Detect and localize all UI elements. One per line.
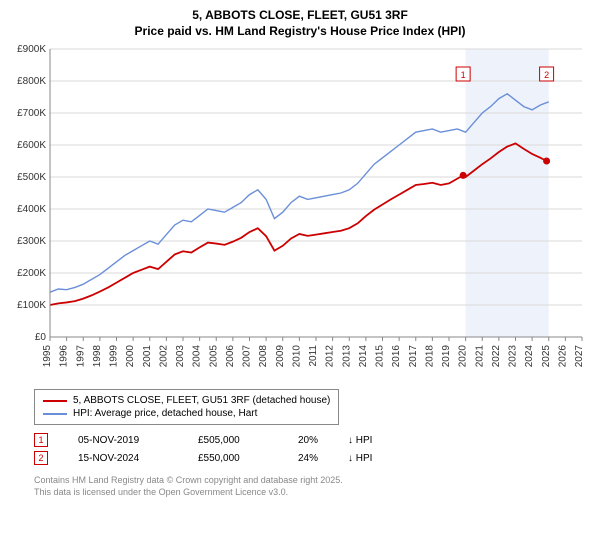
svg-text:2026: 2026	[557, 345, 568, 368]
legend-row: HPI: Average price, detached house, Hart	[43, 407, 330, 420]
svg-text:2004: 2004	[192, 345, 203, 368]
legend-label: HPI: Average price, detached house, Hart	[73, 408, 257, 419]
footer-line1: Contains HM Land Registry data © Crown c…	[34, 475, 590, 487]
sale-row: 2 15-NOV-2024 £550,000 24% ↓ HPI	[34, 449, 590, 467]
sale-date: 05-NOV-2019	[78, 435, 168, 446]
svg-text:2018: 2018	[424, 345, 435, 368]
svg-text:2014: 2014	[358, 345, 369, 368]
sale-price: £505,000	[198, 435, 268, 446]
svg-text:2010: 2010	[291, 345, 302, 368]
svg-text:2005: 2005	[208, 345, 219, 368]
sale-point-2	[543, 158, 550, 165]
legend-label: 5, ABBOTS CLOSE, FLEET, GU51 3RF (detach…	[73, 395, 330, 406]
svg-text:2009: 2009	[275, 345, 286, 368]
svg-text:2013: 2013	[341, 345, 352, 368]
sales-table: 1 05-NOV-2019 £505,000 20% ↓ HPI 2 15-NOV-2024…	[34, 431, 590, 467]
svg-text:£700K: £700K	[17, 108, 46, 119]
sale-marker-badge: 2	[34, 451, 48, 465]
sale-note: ↓ HPI	[348, 453, 372, 464]
title-line2: Price paid vs. HM Land Registry's House …	[10, 24, 590, 40]
svg-text:2016: 2016	[391, 345, 402, 368]
svg-text:£600K: £600K	[17, 140, 46, 151]
svg-text:2020: 2020	[458, 345, 469, 368]
svg-text:£300K: £300K	[17, 236, 46, 247]
sale-point-1	[460, 172, 467, 179]
svg-text:2000: 2000	[125, 345, 136, 368]
svg-text:2025: 2025	[541, 345, 552, 368]
svg-text:2012: 2012	[325, 345, 336, 368]
svg-text:2015: 2015	[375, 345, 386, 368]
sale-date: 15-NOV-2024	[78, 453, 168, 464]
svg-text:£500K: £500K	[17, 172, 46, 183]
svg-text:2011: 2011	[308, 345, 319, 367]
svg-text:1996: 1996	[59, 345, 70, 368]
svg-text:2019: 2019	[441, 345, 452, 368]
legend-swatch	[43, 413, 67, 415]
legend-box: 5, ABBOTS CLOSE, FLEET, GU51 3RF (detach…	[34, 389, 339, 425]
title-line1: 5, ABBOTS CLOSE, FLEET, GU51 3RF	[10, 8, 590, 24]
svg-text:£100K: £100K	[17, 300, 46, 311]
sale-note: ↓ HPI	[348, 435, 372, 446]
svg-text:2: 2	[544, 70, 549, 80]
chart-container: 5, ABBOTS CLOSE, FLEET, GU51 3RF Price p…	[0, 0, 600, 560]
legend-swatch	[43, 400, 67, 402]
chart-svg: £0 £100K £200K £300K £400K £500K £600K £700K £80…	[10, 43, 590, 383]
sale-price: £550,000	[198, 453, 268, 464]
svg-text:2021: 2021	[474, 345, 485, 368]
svg-text:1995: 1995	[42, 345, 53, 368]
title-block: 5, ABBOTS CLOSE, FLEET, GU51 3RF Price p…	[10, 8, 590, 39]
svg-text:1998: 1998	[92, 345, 103, 368]
svg-text:2017: 2017	[408, 345, 419, 368]
svg-text:2024: 2024	[524, 345, 535, 368]
svg-text:2007: 2007	[242, 345, 253, 368]
sale-pct: 24%	[298, 453, 318, 464]
svg-text:£0: £0	[35, 332, 47, 343]
svg-text:£800K: £800K	[17, 76, 46, 87]
svg-text:2023: 2023	[508, 345, 519, 368]
svg-text:2003: 2003	[175, 345, 186, 368]
svg-text:1999: 1999	[109, 345, 120, 368]
footer-line2: This data is licensed under the Open Gov…	[34, 487, 590, 499]
svg-text:2002: 2002	[158, 345, 169, 368]
sale-marker-badge: 1	[34, 433, 48, 447]
svg-text:1: 1	[461, 70, 466, 80]
sale-row: 1 05-NOV-2019 £505,000 20% ↓ HPI	[34, 431, 590, 449]
svg-text:2022: 2022	[491, 345, 502, 368]
legend-row: 5, ABBOTS CLOSE, FLEET, GU51 3RF (detach…	[43, 394, 330, 407]
chart-area: £0 £100K £200K £300K £400K £500K £600K £700K £80…	[10, 43, 590, 383]
sale-pct: 20%	[298, 435, 318, 446]
footer-attribution: Contains HM Land Registry data © Crown c…	[34, 475, 590, 498]
svg-text:£200K: £200K	[17, 268, 46, 279]
svg-text:£400K: £400K	[17, 204, 46, 215]
svg-text:2027: 2027	[574, 345, 585, 368]
svg-text:£900K: £900K	[17, 44, 46, 55]
svg-text:2006: 2006	[225, 345, 236, 368]
svg-text:2008: 2008	[258, 345, 269, 368]
svg-text:1997: 1997	[75, 345, 86, 368]
svg-text:2001: 2001	[142, 345, 153, 368]
